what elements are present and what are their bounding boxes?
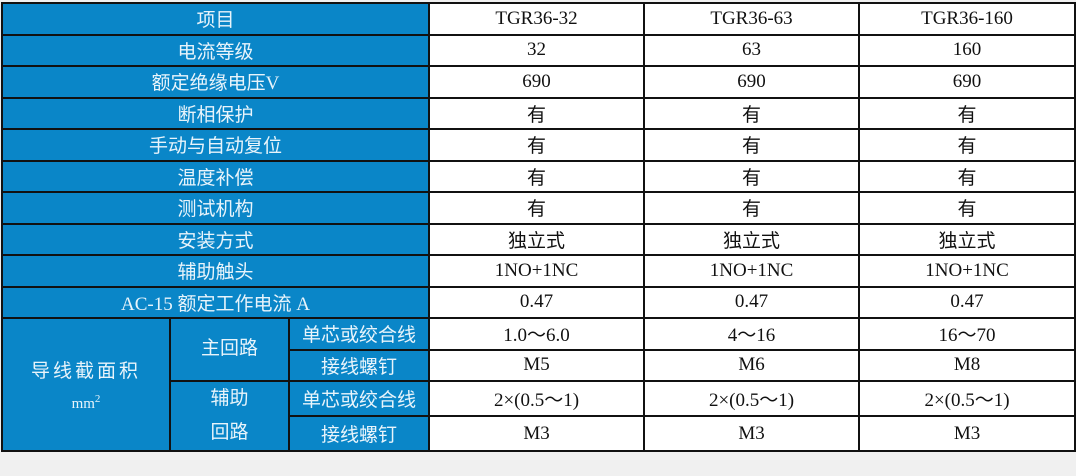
cell-value: 1NO+1NC (643, 254, 861, 288)
cell-value: 有 (858, 159, 1076, 193)
cell-value: M8 (858, 348, 1076, 382)
cell-value: 690 (643, 65, 861, 99)
table-row: 温度补偿有有有 (0, 159, 1076, 193)
cell-value: 4～16 (643, 317, 861, 351)
wire-section-label: 导线截面积 mm2 (1, 317, 171, 452)
table-row: 手动与自动复位有有有 (0, 128, 1076, 162)
cell-value: 63 (643, 33, 861, 67)
table-row: 电流等级 32 63 160 (0, 33, 1076, 67)
table-row: 测试机构有有有 (0, 191, 1076, 225)
table-row: 接线螺钉 M3 M3 M3 (2, 415, 1076, 452)
cell-value: 690 (858, 65, 1076, 99)
cell-value: 有 (428, 128, 646, 162)
model-header: TGR36-32 (428, 2, 646, 36)
model-header: TGR36-63 (643, 2, 861, 36)
row-label: 安装方式 (0, 222, 431, 256)
table-row: AC-15 额定工作电流 A 0.47 0.47 0.47 (0, 285, 1076, 319)
cell-value: 有 (428, 96, 646, 130)
cell-value: 2×(0.5～1) (428, 380, 646, 417)
cell-value: 160 (858, 33, 1076, 67)
sub-row-label: 接线螺钉 (287, 415, 431, 452)
row-label: 辅助触头 (0, 254, 431, 288)
main-circuit-label: 主回路 (169, 317, 290, 382)
cell-value: 32 (428, 33, 646, 67)
sub-row-label: 单芯或绞合线 (287, 380, 431, 417)
row-label: 温度补偿 (0, 159, 431, 193)
row-label: AC-15 额定工作电流 A (0, 285, 431, 319)
cell-value: 有 (643, 96, 861, 130)
table-row: 断相保护有有有 (0, 96, 1076, 130)
cell-value: M3 (643, 415, 861, 452)
cell-value: 1NO+1NC (858, 254, 1076, 288)
cell-value: 独立式 (643, 222, 861, 256)
table-row: 接线螺钉 M5 M6 M8 (2, 348, 1076, 382)
row-label: 断相保护 (0, 96, 431, 130)
table-row: 额定绝缘电压V 690 690 690 (0, 65, 1076, 99)
cell-value: 独立式 (428, 222, 646, 256)
header-label: 项目 (0, 2, 431, 36)
wire-label: 导线截面积 (30, 361, 141, 382)
table-row: 导线截面积 mm2 主回路 单芯或绞合线 1.0～6.0 4～16 16～70 (1, 317, 1076, 452)
header-row: 项目 TGR36-32 TGR36-63 TGR36-160 (0, 2, 1076, 36)
cell-value: 有 (858, 96, 1076, 130)
table-row: 辅助 回路 单芯或绞合线 2×(0.5～1) 2×(0.5～1) 2×(0.5～1) (2, 380, 1076, 452)
cell-value: 1NO+1NC (428, 254, 646, 288)
row-label: 手动与自动复位 (0, 128, 431, 162)
cell-value: 有 (858, 191, 1076, 225)
spec-table: 项目 TGR36-32 TGR36-63 TGR36-160 电流等级 32 63 1… (0, 2, 1076, 452)
row-label: 测试机构 (0, 191, 431, 225)
table-row: 安装方式 独立式 独立式 独立式 (0, 222, 1076, 256)
cell-value: 有 (428, 159, 646, 193)
sub-row-label: 接线螺钉 (287, 348, 431, 382)
cell-value: 2×(0.5～1) (643, 380, 861, 417)
aux-circuit-label: 辅助 回路 (169, 380, 290, 452)
cell-value: 有 (428, 191, 646, 225)
cell-value: 2×(0.5～1) (858, 380, 1076, 417)
row-label: 电流等级 (0, 33, 431, 67)
cell-value: 0.47 (858, 285, 1076, 319)
cell-value: M6 (643, 348, 861, 382)
cell-value: 有 (643, 191, 861, 225)
wire-unit: mm2 (71, 393, 101, 412)
cell-value: 有 (643, 159, 861, 193)
cell-value: 1.0～6.0 (428, 317, 646, 351)
cell-value: M5 (428, 348, 646, 382)
cell-value: M3 (428, 415, 646, 452)
cell-value: 0.47 (428, 285, 646, 319)
table-row: 辅助触头 1NO+1NC 1NO+1NC 1NO+1NC (0, 254, 1076, 288)
sub-row-label: 单芯或绞合线 (287, 317, 431, 351)
row-label: 额定绝缘电压V (0, 65, 431, 99)
cell-value: 690 (428, 65, 646, 99)
cell-value: 独立式 (858, 222, 1076, 256)
cell-value: 0.47 (643, 285, 861, 319)
cell-value: 有 (858, 128, 1076, 162)
cell-value: 16～70 (858, 317, 1076, 351)
cell-value: M3 (858, 415, 1076, 452)
cell-value: 有 (643, 128, 861, 162)
model-header: TGR36-160 (858, 2, 1076, 36)
